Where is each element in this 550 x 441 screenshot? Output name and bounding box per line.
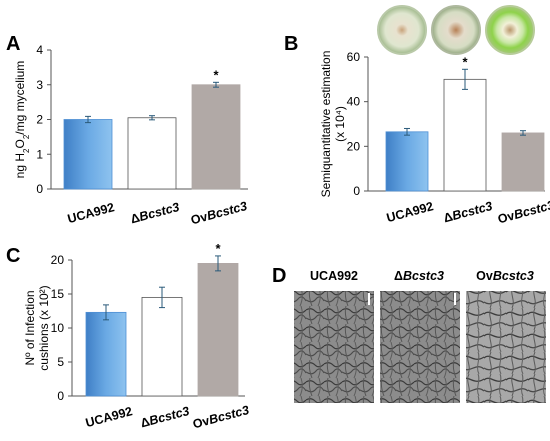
chart-c-y-axis-label: Nº of Infection xyxy=(23,290,37,365)
chart-c-significance-mark: * xyxy=(215,241,221,256)
chart-a-y-tick-label: 2 xyxy=(36,113,43,127)
chart-b-significance-mark: * xyxy=(462,54,468,69)
panel-letter-a: A xyxy=(6,33,20,55)
chart-b-category-label: OvBcstc3 xyxy=(496,198,550,226)
chart-a-bar xyxy=(63,119,113,190)
panel-letter-c: C xyxy=(6,245,20,267)
chart-b-bar xyxy=(501,132,545,192)
chart-b-y-tick-label: 0 xyxy=(353,184,360,198)
chart-b-y-tick-label: 40 xyxy=(347,95,361,109)
micrograph-label-uca992: UCA992 xyxy=(310,269,358,283)
petri-dish-overexpression xyxy=(485,5,535,55)
chart-a-bar xyxy=(191,84,241,190)
chart-a-y-axis-label: ng H2O2/mg mycelium xyxy=(13,61,31,179)
chart-b-category-label: UCA992 xyxy=(385,199,435,225)
chart-a-y-tick-label: 0 xyxy=(36,182,43,196)
chart-c-category-label: OvBcstc3 xyxy=(191,403,250,431)
chart-c-bar xyxy=(141,296,183,397)
panel-letter-b: B xyxy=(284,33,298,55)
chart-a-category-label: UCA992 xyxy=(66,200,116,226)
petri-dish-photos xyxy=(377,5,535,55)
chart-b-bar xyxy=(385,131,429,192)
chart-a-y-tick-label: 1 xyxy=(36,147,43,161)
panel-letter-d: D xyxy=(272,265,286,287)
micrograph-panel: UCA992 ΔBcstc3 OvBcstc3 xyxy=(294,269,546,403)
chart-a-y-tick-label: 3 xyxy=(36,78,43,92)
chart-a: 0 1 2 3 4 UCA992 ΔBcstc3 * OvBcstc3 ng H2O2/mg my… xyxy=(13,43,249,227)
scale-bar-uca992 xyxy=(368,293,370,305)
chart-c-y-tick-label: 10 xyxy=(51,321,65,335)
chart-b-y-tick-label: 20 xyxy=(347,139,361,153)
chart-c-y-axis-label-unit: cushions (x 10²) xyxy=(37,285,51,370)
chart-b-category-label: ΔBcstc3 xyxy=(442,199,494,225)
chart-a-category-label: OvBcstc3 xyxy=(189,199,248,227)
chart-b-y-axis-label-unit: (x 10⁴) xyxy=(333,106,347,142)
chart-c-y-tick-label: 0 xyxy=(57,389,64,403)
chart-a-y-tick-label: 4 xyxy=(36,43,43,57)
chart-b: 0 20 40 60 UCA992 * ΔBcstc3 OvBcstc3 Semiquantit… xyxy=(319,50,550,226)
chart-c-y-tick-label: 15 xyxy=(51,287,65,301)
chart-c-category-label: UCA992 xyxy=(84,404,134,430)
chart-c-y-tick-label: 5 xyxy=(57,355,64,369)
chart-a-bar xyxy=(127,117,177,190)
micrograph-label-deletion: ΔBcstc3 xyxy=(394,269,444,283)
chart-c: 0 5 10 15 20 UCA992 ΔBcstc3 * OvBcstc3 Nº of Infe… xyxy=(23,241,251,431)
scale-bar-deletion xyxy=(454,293,456,305)
chart-b-bar xyxy=(443,78,487,192)
chart-c-bar xyxy=(85,311,127,397)
micrograph-uca992 xyxy=(294,291,374,403)
chart-c-y-tick-label: 20 xyxy=(51,253,65,267)
micrograph-overexpression xyxy=(466,291,546,403)
chart-b-y-tick-label: 60 xyxy=(347,50,361,64)
micrograph-label-overexpression: OvBcstc3 xyxy=(476,269,534,283)
chart-c-category-label: ΔBcstc3 xyxy=(139,404,191,430)
micrograph-deletion xyxy=(380,291,460,403)
chart-a-significance-mark: * xyxy=(213,67,219,82)
petri-dish-deletion xyxy=(431,5,481,55)
chart-b-y-axis-label: Semiquantitative estimation xyxy=(319,51,333,198)
chart-c-bar xyxy=(197,262,239,397)
chart-a-category-label: ΔBcstc3 xyxy=(129,200,181,226)
petri-dish-uca992 xyxy=(377,5,427,55)
